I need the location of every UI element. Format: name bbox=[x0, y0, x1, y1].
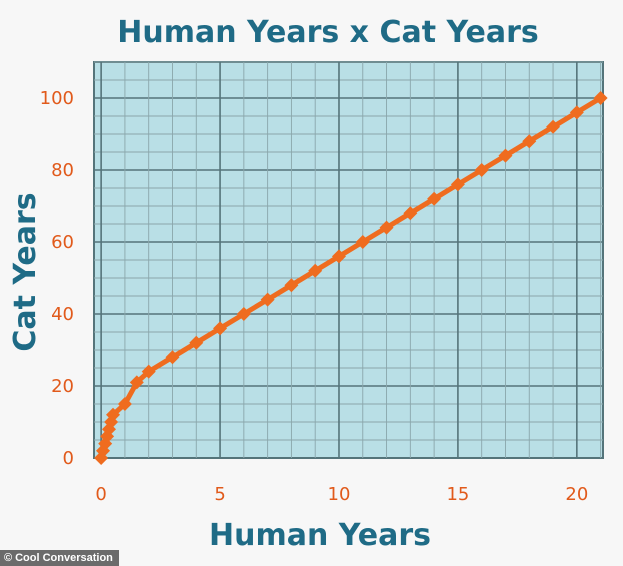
data-point bbox=[129, 375, 144, 390]
data-point bbox=[522, 134, 537, 149]
x-tick-label: 10 bbox=[328, 484, 351, 505]
data-point bbox=[236, 307, 251, 321]
data-point bbox=[546, 119, 561, 134]
tick-labels: 0 20 40 60 80 100 0 5 10 15 20 bbox=[40, 88, 589, 505]
x-tick-label: 0 bbox=[95, 484, 106, 505]
data-point bbox=[474, 163, 489, 177]
data-point bbox=[427, 191, 442, 206]
data-point bbox=[450, 177, 465, 192]
data-point bbox=[165, 350, 180, 365]
x-tick-label: 5 bbox=[214, 484, 225, 505]
data-point bbox=[308, 263, 323, 278]
data-point bbox=[569, 105, 584, 120]
copyright-icon: © bbox=[4, 552, 13, 564]
data-point bbox=[117, 397, 132, 411]
data-point bbox=[284, 278, 299, 293]
data-point bbox=[403, 206, 418, 221]
y-tick-label: 0 bbox=[63, 448, 74, 469]
y-tick-label: 100 bbox=[40, 88, 74, 109]
data-point bbox=[260, 292, 275, 307]
data-point bbox=[189, 335, 204, 350]
data-point bbox=[355, 235, 370, 249]
data-point bbox=[213, 321, 228, 336]
x-axis-label: Human Years bbox=[209, 518, 431, 553]
data-point bbox=[593, 91, 608, 105]
data-point bbox=[141, 364, 156, 379]
data-point bbox=[379, 220, 394, 235]
credit-text: Cool Conversation bbox=[15, 552, 113, 564]
credit-badge: © Cool Conversation bbox=[0, 550, 119, 566]
data-point bbox=[106, 407, 121, 422]
y-tick-label: 60 bbox=[51, 232, 74, 253]
data-point bbox=[498, 148, 513, 163]
series-cat-years bbox=[94, 91, 608, 465]
chart-title: Human Years x Cat Years bbox=[117, 15, 538, 50]
y-tick-label: 20 bbox=[51, 376, 74, 397]
x-tick-label: 20 bbox=[565, 484, 588, 505]
data-point bbox=[331, 249, 346, 264]
y-tick-label: 80 bbox=[51, 160, 74, 181]
y-tick-label: 40 bbox=[51, 304, 74, 325]
x-tick-label: 15 bbox=[446, 484, 469, 505]
y-axis-label: Cat Years bbox=[8, 192, 43, 351]
